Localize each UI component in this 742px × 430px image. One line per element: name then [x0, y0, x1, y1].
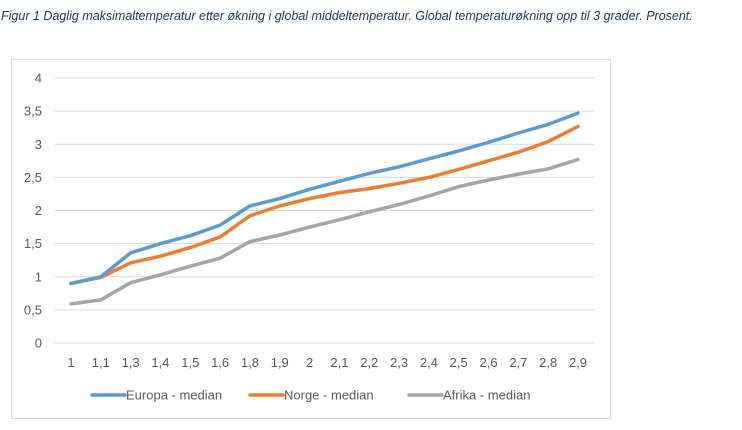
legend-item: Afrika - median: [407, 388, 530, 403]
x-tick-label: 1: [67, 355, 74, 370]
y-tick-label: 3: [35, 137, 42, 152]
y-tick-label: 1,5: [24, 236, 42, 251]
x-tick-label: 1,6: [211, 355, 229, 370]
x-tick-label: 1,5: [181, 355, 199, 370]
y-axis-ticks: 0 0,5 1 1,5 2 2,5 3 3,5 4: [24, 71, 42, 351]
x-tick-label: 2,1: [330, 355, 348, 370]
x-axis-ticks: 1 1,1 1,3 1,4 1,5 1,6 1,8 1,9 2 2,1 2,2 2,3 2,4 2,5 2,…: [67, 355, 587, 370]
x-tick-label: 2,8: [539, 355, 557, 370]
x-tick-label: 1,9: [271, 355, 289, 370]
y-tick-label: 0,5: [24, 302, 42, 317]
x-tick-label: 2,9: [569, 355, 587, 370]
x-tick-label: 2: [306, 355, 313, 370]
x-tick-label: 2,4: [420, 355, 438, 370]
x-tick-label: 2,3: [390, 355, 408, 370]
chart-area: 0 0,5 1 1,5 2 2,5 3 3,5 4 1 1,1 1,3 1,4 1,5 1,6 1,8 1,9…: [11, 59, 611, 419]
x-tick-label: 2,5: [450, 355, 468, 370]
legend-label: Afrika - median: [443, 388, 530, 403]
y-tick-label: 2,5: [24, 170, 42, 185]
x-tick-label: 2,7: [509, 355, 527, 370]
y-tick-label: 1: [35, 269, 42, 284]
legend-label: Norge - median: [284, 388, 374, 403]
legend: Europa - median Norge - median Afrika - me…: [90, 388, 530, 403]
y-tick-label: 2: [35, 203, 42, 218]
x-tick-label: 1,8: [241, 355, 259, 370]
series-lines: [69, 111, 580, 306]
figure-caption: Figur 1 Daglig maksimaltemperatur etter …: [1, 9, 693, 23]
gridlines: [55, 77, 594, 344]
x-tick-label: 1,3: [122, 355, 140, 370]
series-line-afrika: [69, 157, 580, 306]
series-line-europa: [69, 111, 580, 286]
x-tick-label: 2,2: [360, 355, 378, 370]
x-tick-label: 1,4: [151, 355, 169, 370]
line-chart: 0 0,5 1 1,5 2 2,5 3 3,5 4 1 1,1 1,3 1,4 1,5 1,6 1,8 1,9…: [24, 71, 594, 403]
x-tick-label: 1,1: [92, 355, 110, 370]
y-tick-label: 0: [35, 336, 42, 351]
y-tick-label: 3,5: [24, 104, 42, 119]
series-line-norge: [69, 124, 580, 286]
legend-item: Norge - median: [248, 388, 374, 403]
x-tick-label: 2,6: [479, 355, 497, 370]
legend-item: Europa - median: [90, 388, 222, 403]
y-tick-label: 4: [35, 71, 42, 86]
legend-label: Europa - median: [126, 388, 222, 403]
